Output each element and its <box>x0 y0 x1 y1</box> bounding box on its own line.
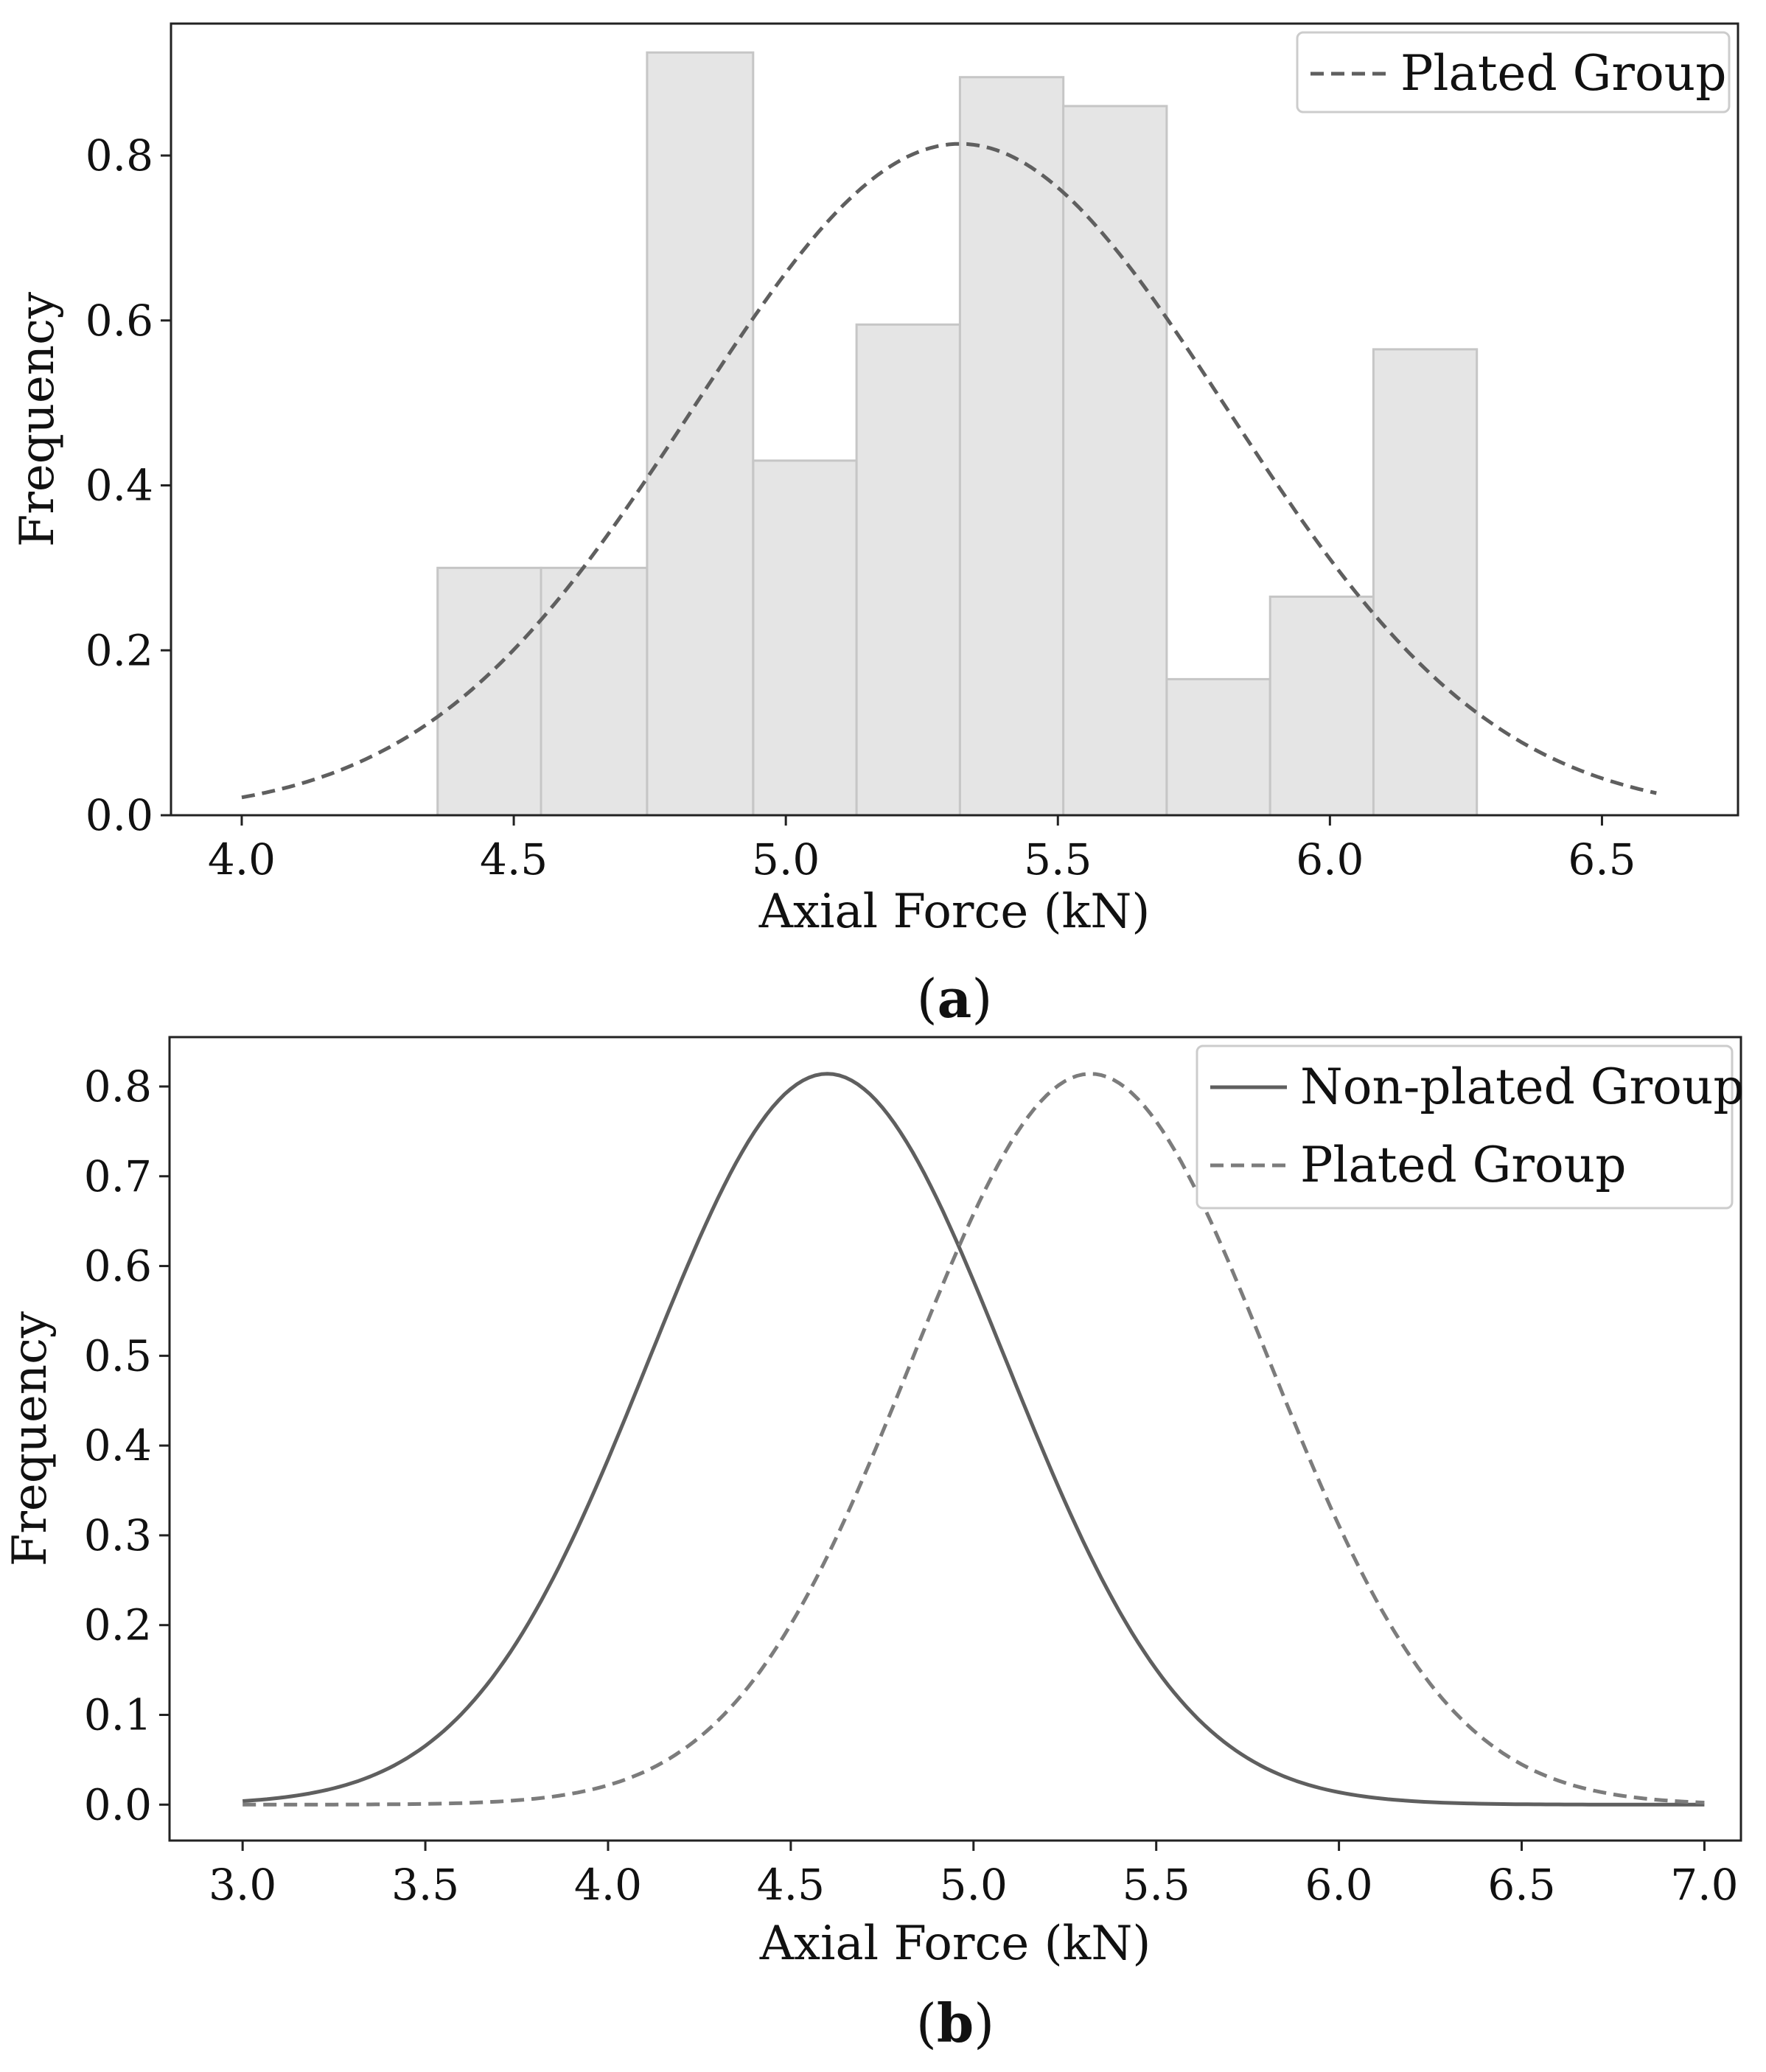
chart-panel-b: 3.0 3.5 4.0 4.5 5.0 5.5 6.0 6.5 7.0 0.0 0.1 0.2 0.3 0… <box>3 1036 1745 2054</box>
panel-b-y-tick-label: 0.8 <box>84 1061 152 1112</box>
panel-a-histogram-bar <box>958 76 1065 817</box>
panel-a-plot-frame <box>170 22 1739 817</box>
panel-a-y-tick-label: 0.0 <box>85 790 153 840</box>
panel-b-legend: Non-plated Group Plated Group <box>1196 1044 1745 1210</box>
panel-b-y-tick-label: 0.1 <box>84 1689 152 1740</box>
panel-a-histogram-bar <box>1062 105 1168 817</box>
panel-a-histogram-bar <box>436 566 542 817</box>
panel-a-y-tick-label: 0.8 <box>85 130 153 181</box>
panel-b-caption: (b) <box>916 1992 995 2054</box>
panel-a-histogram-bar <box>752 459 858 817</box>
panel-a-histogram-bar <box>540 566 649 817</box>
panel-b-x-tick-label: 3.5 <box>391 1860 459 1910</box>
panel-b-y-tick-label: 0.3 <box>84 1510 152 1560</box>
panel-b-x-tick-label: 5.0 <box>940 1860 1008 1910</box>
panel-b-y-tick-label: 0.4 <box>84 1420 152 1471</box>
panel-b-legend-label: Plated Group <box>1300 1137 1626 1193</box>
panel-a-y-axis-title: Frequency <box>10 292 65 547</box>
panel-a-plated-group-curve <box>241 142 1657 800</box>
panel-a-histogram-bar <box>1165 677 1271 817</box>
panel-b-x-tick-label: 7.0 <box>1670 1860 1738 1910</box>
panel-b-plated-group-curve <box>242 1072 1705 1807</box>
panel-a-y-tick-label: 0.2 <box>85 625 153 675</box>
panel-b-plot-frame <box>168 1036 1742 1842</box>
panel-a-x-tick-label: 6.5 <box>1568 834 1636 885</box>
panel-b-x-tick-label: 3.0 <box>209 1860 276 1910</box>
panel-b-y-tick-label: 0.5 <box>84 1330 152 1381</box>
chart-panel-a: 4.0 4.5 5.0 5.5 6.0 6.5 0.0 0.2 0.4 0.6 0.8 Axial F… <box>10 22 1739 1030</box>
panel-a-legend-box <box>1296 31 1731 114</box>
panel-a-x-tick-label: 6.0 <box>1296 834 1364 885</box>
panel-b-y-axis-title: Frequency <box>3 1311 57 1566</box>
panel-b-x-tick-label: 4.5 <box>757 1860 825 1910</box>
panel-a-x-axis-title: Axial Force (kN) <box>758 885 1151 939</box>
panel-b-non-plated-group-curve <box>242 1072 1705 1807</box>
panel-a-caption: (a) <box>917 967 993 1030</box>
panel-b-x-axis-title: Axial Force (kN) <box>759 1916 1151 1971</box>
panel-a-histogram-bar <box>855 323 961 817</box>
panel-a-legend: Plated Group <box>1296 31 1731 114</box>
panel-a-x-tick-label: 4.5 <box>480 834 548 885</box>
panel-a-y-tick-label: 0.6 <box>85 296 153 346</box>
panel-b-x-tick-label: 6.0 <box>1305 1860 1372 1910</box>
panel-b-y-tick-label: 0.0 <box>84 1779 152 1829</box>
panel-a-x-tick-label: 4.0 <box>208 834 276 885</box>
panel-a-histogram-bar <box>1372 348 1479 817</box>
panel-b-x-tick-label: 4.0 <box>574 1860 642 1910</box>
panel-a-legend-label: Plated Group <box>1400 45 1726 102</box>
panel-b-y-tick-label: 0.2 <box>84 1600 152 1650</box>
panel-b-legend-label: Non-plated Group <box>1300 1058 1745 1115</box>
panel-b-y-tick-label: 0.7 <box>84 1151 152 1201</box>
panel-b-x-tick-label: 6.5 <box>1487 1860 1555 1910</box>
panel-b-legend-box <box>1196 1044 1734 1210</box>
panel-a-y-tick-label: 0.4 <box>85 461 153 511</box>
panel-a-histogram-bar <box>1268 596 1375 817</box>
panel-a-x-tick-label: 5.5 <box>1024 834 1092 885</box>
panel-b-y-tick-label: 0.6 <box>84 1241 152 1291</box>
panel-a-histogram-bar <box>646 51 755 817</box>
panel-b-x-tick-label: 5.5 <box>1123 1860 1190 1910</box>
panel-a-x-tick-label: 5.0 <box>752 834 820 885</box>
